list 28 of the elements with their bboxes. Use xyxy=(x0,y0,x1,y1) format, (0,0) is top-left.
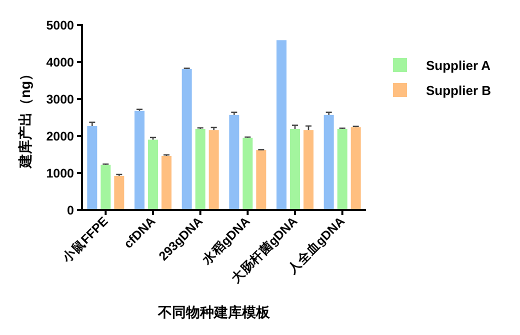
bar xyxy=(350,127,361,210)
y-tick-label: 2000 xyxy=(46,130,74,144)
bar xyxy=(87,126,98,210)
y-tick-label: 4000 xyxy=(46,56,74,70)
legend-label: Supplier A xyxy=(426,58,492,73)
y-tick-label: 5000 xyxy=(46,18,74,32)
y-axis-title: 建库产出（ng） xyxy=(17,66,33,170)
bar xyxy=(100,164,111,210)
bar xyxy=(114,176,124,210)
legend-label: Supplier B xyxy=(426,83,492,98)
bar xyxy=(208,130,219,210)
bar xyxy=(134,110,144,210)
bar xyxy=(290,128,300,210)
bar xyxy=(324,114,334,210)
bar xyxy=(256,150,266,210)
bar xyxy=(182,69,192,210)
bar xyxy=(304,130,314,210)
bar xyxy=(242,138,253,210)
bar xyxy=(337,128,348,210)
y-tick-label: 3000 xyxy=(46,92,74,106)
bar xyxy=(229,114,240,210)
bar xyxy=(195,128,206,210)
y-tick-label: 1000 xyxy=(46,166,74,180)
bar xyxy=(276,40,286,210)
y-tick-label: 0 xyxy=(67,204,74,218)
bar xyxy=(148,140,158,210)
x-axis-title: 不同物种建库模板 xyxy=(157,304,271,320)
bar xyxy=(162,156,172,210)
